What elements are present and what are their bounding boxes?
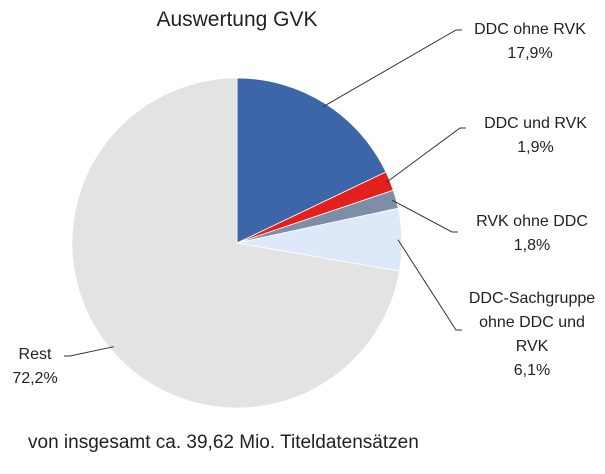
label-name: RVK ohne DDC	[476, 213, 588, 230]
leader-line	[64, 346, 114, 357]
label-name: DDC ohne RVK	[474, 21, 586, 38]
label-value: 1,8%	[513, 237, 551, 254]
leader-line	[397, 239, 462, 331]
data-label: Rest 72,2%	[2, 343, 68, 391]
label-value: 17,9%	[507, 45, 553, 62]
label-value: 6,1%	[513, 362, 551, 379]
leader-line	[391, 199, 458, 233]
pie-slice	[71, 77, 401, 409]
label-name: DDC und RVK	[484, 115, 587, 132]
data-label: DDC und RVK 1,9%	[468, 112, 603, 160]
data-label: RVK ohne DDC 1,8%	[462, 210, 602, 258]
label-value: 72,2%	[12, 370, 58, 387]
chart-title: Auswertung GVK	[156, 8, 318, 31]
chart-subtitle: von insgesamt ca. 39,62 Mio. Titeldatens…	[28, 432, 419, 453]
data-label: DDC-Sachgruppe ohne DDC und RVK 6,1%	[462, 287, 602, 383]
pie-slice	[236, 77, 387, 244]
label-value: 1,9%	[517, 139, 554, 156]
leader-line	[385, 127, 466, 183]
leader-line	[322, 29, 462, 108]
data-label: DDC ohne RVK 17,9%	[460, 18, 600, 66]
label-name: DDC-Sachgruppe ohne DDC und RVK	[468, 290, 596, 355]
label-name: Rest	[18, 346, 52, 363]
